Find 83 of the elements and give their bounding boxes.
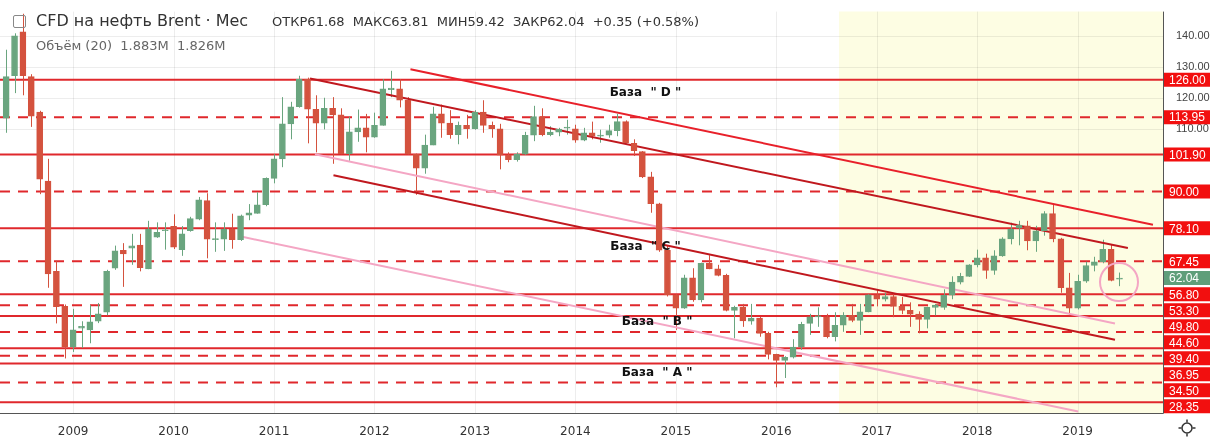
candlestick (287, 101, 295, 140)
ref-line-label: 67.45 (1169, 254, 1200, 269)
ref-line-label: 126.00 (1169, 73, 1207, 88)
candlestick (689, 267, 696, 303)
y-tick-label: 140.00 (1176, 29, 1210, 42)
ref-line-label: 49.80 (1169, 319, 1200, 334)
candlestick (228, 213, 236, 250)
candlestick (890, 292, 897, 318)
x-tick-label: 2009 (57, 424, 89, 438)
candlestick (739, 303, 747, 328)
candlestick (413, 153, 420, 196)
x-tick-label: 2012 (359, 424, 390, 438)
candlestick (1032, 225, 1040, 253)
annotation: Объём (20) 1.883M 1.826M (36, 38, 226, 54)
x-tick-label: 2014 (560, 424, 591, 438)
x-tick-label: 2017 (861, 424, 893, 438)
ref-line-label: 56.80 (1169, 287, 1200, 302)
text: 62.04 (1169, 271, 1200, 286)
candlestick (1099, 239, 1107, 264)
candlestick (530, 105, 537, 142)
candlestick (161, 221, 169, 251)
x-tick-label: 2010 (158, 424, 189, 438)
candlestick (940, 288, 948, 311)
ref-line-label: 101.90 (1169, 147, 1207, 162)
candlestick (237, 214, 244, 242)
y-tick-label: 110.00 (1176, 122, 1209, 135)
candlestick (396, 78, 403, 108)
x-tick-label: 2011 (258, 424, 290, 438)
candlestick (220, 221, 228, 252)
candlestick (371, 112, 378, 139)
candlestick (1082, 261, 1090, 284)
candlestick (1065, 272, 1073, 316)
candlestick (639, 150, 646, 179)
candlestick (756, 316, 763, 338)
candlestick (421, 134, 429, 175)
candlestick (438, 104, 445, 139)
y-tick-label: 130.00 (1176, 60, 1210, 73)
candlestick (346, 116, 353, 162)
candlestick (982, 253, 989, 280)
annotation: База " A " (621, 365, 693, 380)
candlestick (613, 113, 621, 137)
candlestick (170, 213, 177, 250)
ref-line-label: 39.40 (1169, 351, 1200, 366)
ref-line-label: 53.30 (1169, 303, 1200, 318)
x-tick-label: 2019 (1062, 424, 1093, 438)
ref-line-label: 36.95 (1169, 367, 1200, 382)
candlestick (94, 302, 102, 324)
candlestick (329, 96, 336, 165)
x-tick-label: 2018 (961, 424, 993, 438)
candlestick (731, 305, 738, 339)
candlestick (1049, 203, 1056, 243)
candlestick (120, 242, 127, 288)
candlestick (446, 109, 454, 140)
candlestick (781, 355, 788, 379)
x-tick-label: 2015 (660, 424, 692, 438)
candlestick (747, 303, 755, 326)
ref-line-label: 113.95 (1169, 110, 1206, 125)
chart-title: CFD на нефть Brent · Мес (36, 11, 249, 31)
ref-line-label: 78.10 (1169, 221, 1200, 236)
candlestick (463, 114, 470, 140)
annotation: База " D " (609, 85, 682, 100)
y-tick-label: 120.00 (1176, 91, 1210, 104)
candlestick (1015, 220, 1023, 246)
x-tick-label: 2016 (761, 424, 792, 438)
candlestick (806, 313, 814, 336)
x-tick-label: 2013 (459, 424, 491, 438)
candlestick (1024, 220, 1031, 251)
candlestick (998, 236, 1006, 258)
candlestick (798, 321, 805, 351)
candlestick (772, 353, 780, 388)
candlestick (320, 97, 328, 130)
ref-line-label: 34.50 (1169, 383, 1200, 398)
ref-line-label: 28.35 (1169, 399, 1200, 414)
candlestick (906, 301, 914, 328)
candlestick (479, 99, 487, 134)
candlestick (814, 306, 822, 328)
ref-line-label: 90.00 (1169, 184, 1200, 199)
candlestick (454, 121, 462, 145)
chart-subtitle: ОТКР61.68 МАКС63.81 МИН59.42 ЗАКР62.04 +0.35 (+0.58%) (272, 14, 700, 30)
candlestick (915, 310, 922, 334)
candlestick (848, 303, 855, 323)
candlestick (823, 313, 830, 339)
ref-line-label: 44.60 (1169, 335, 1200, 350)
